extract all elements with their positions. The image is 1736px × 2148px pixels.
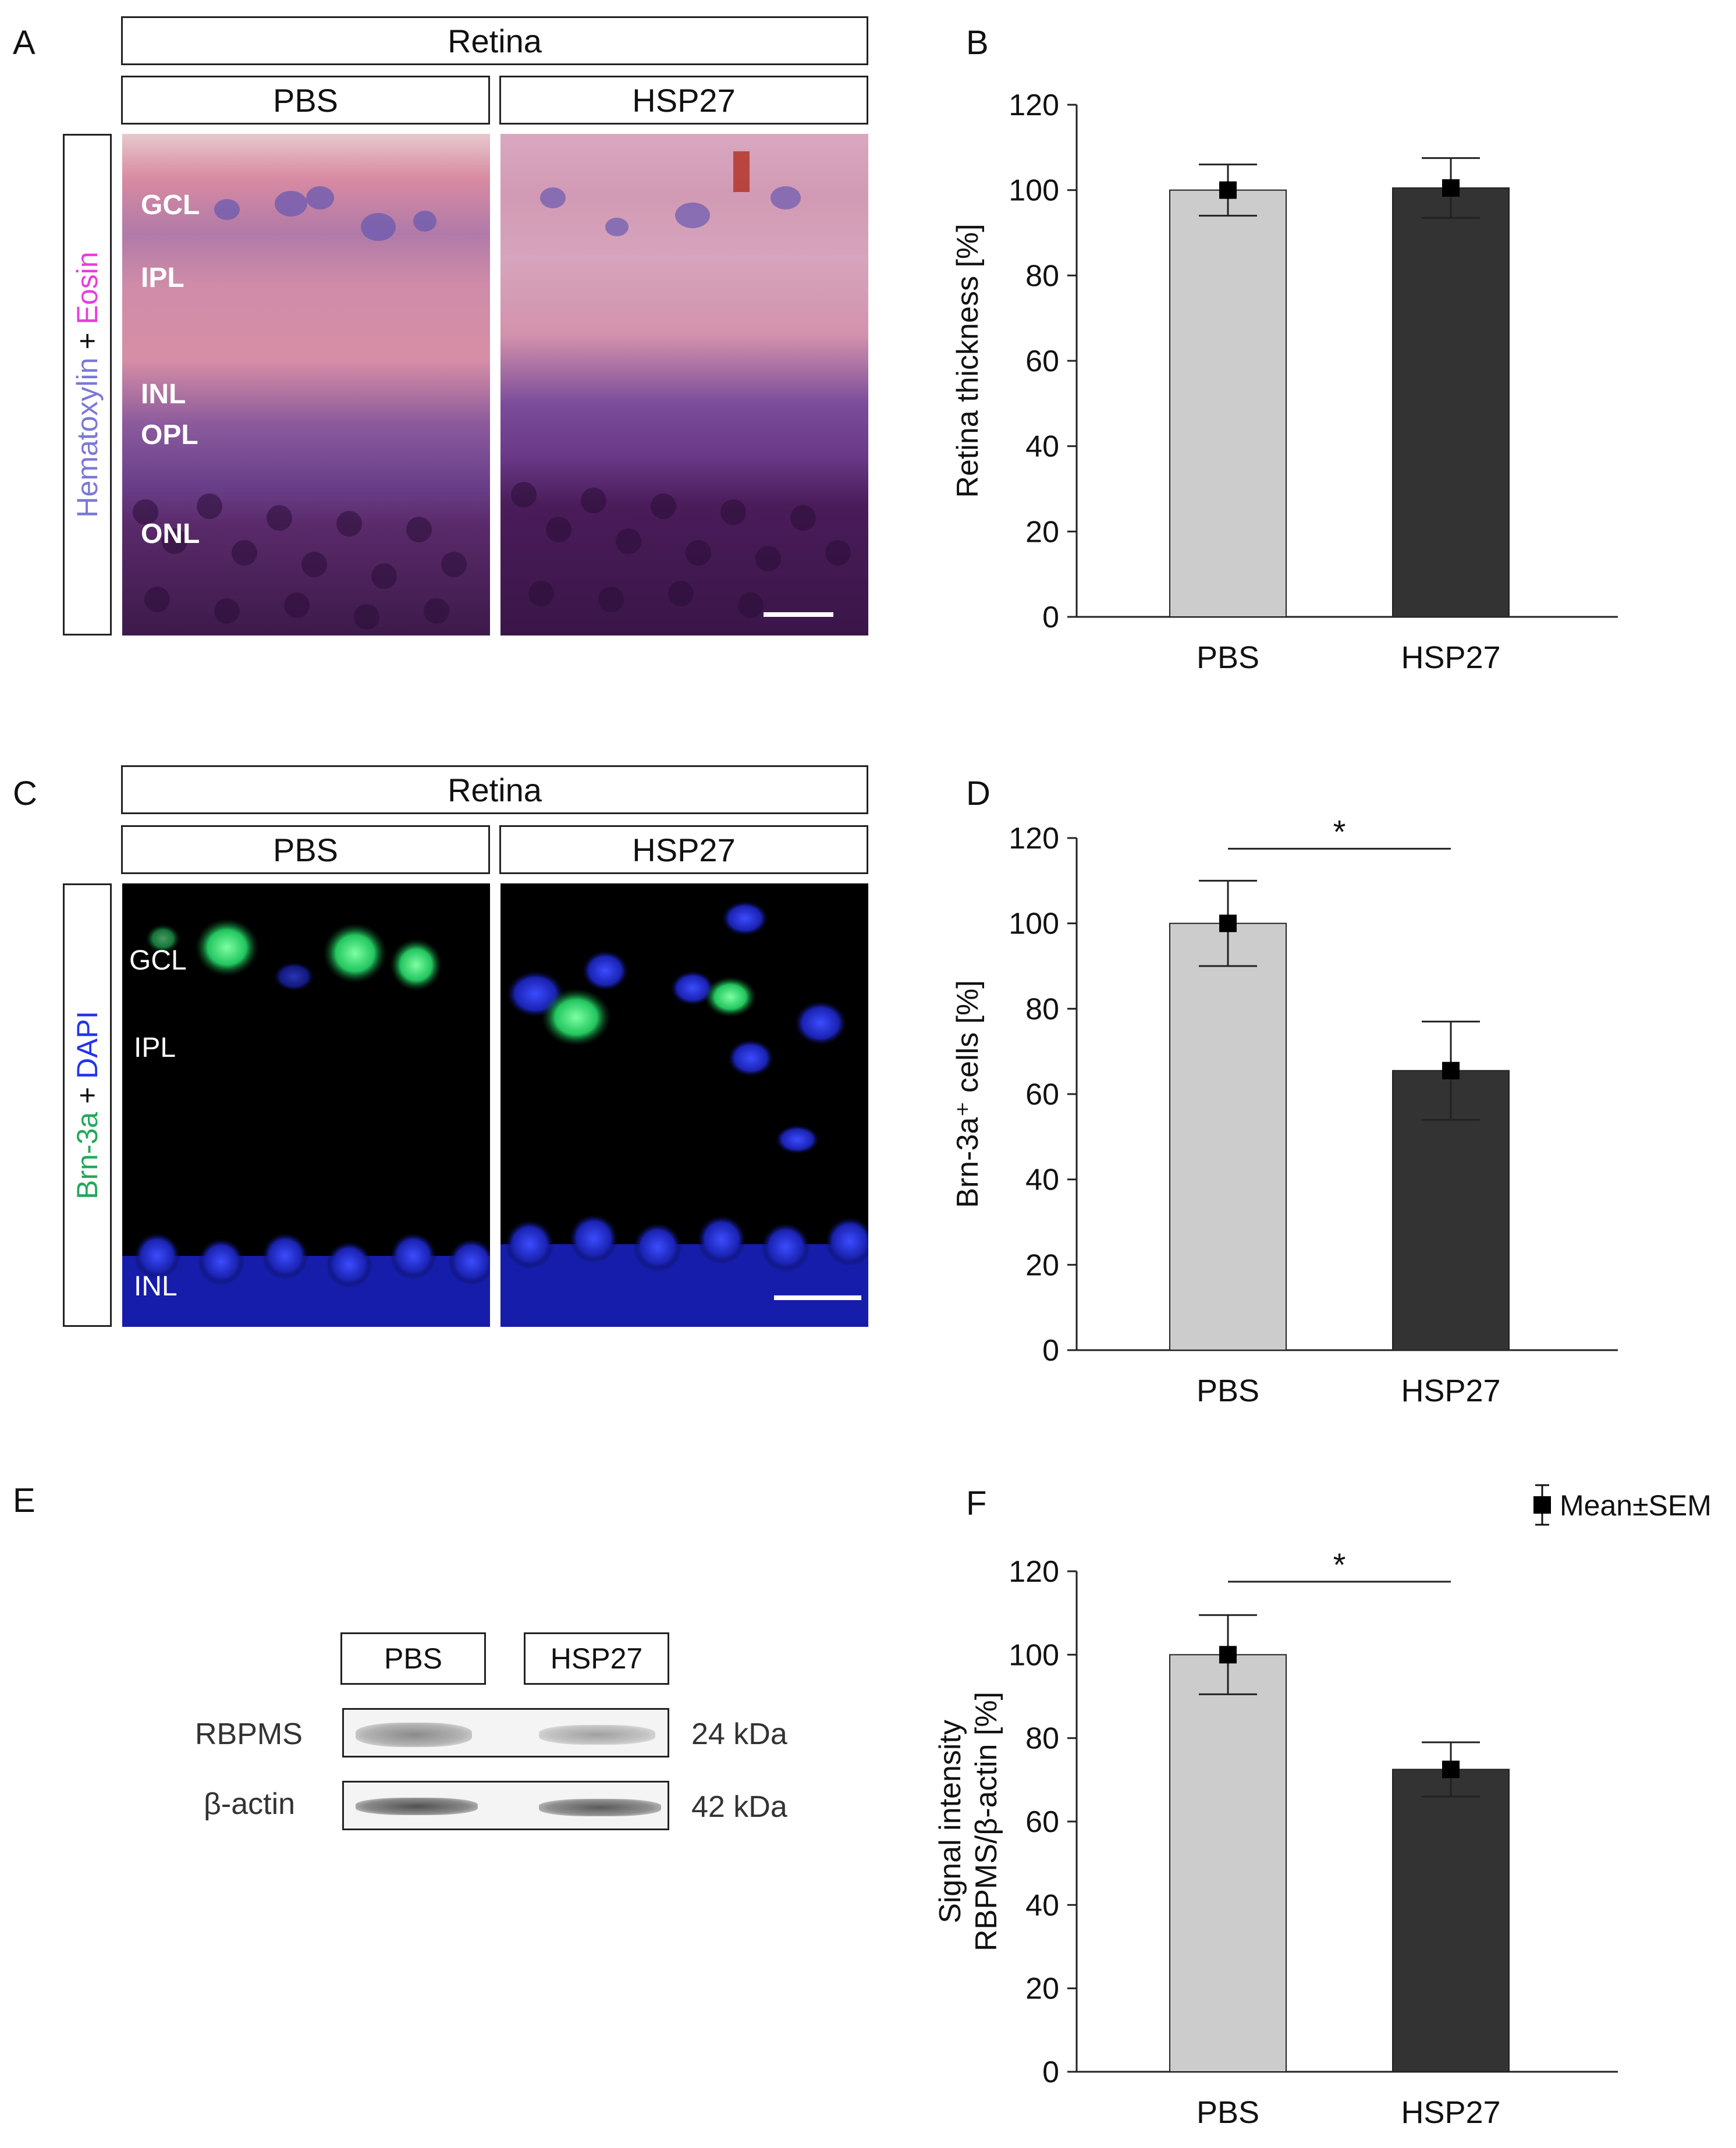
layer-opl-a-label: OPL: [141, 420, 198, 450]
panel-a-header: Retina: [121, 16, 868, 65]
panel-c-group-pbs: PBS: [121, 825, 490, 874]
layer-ipl-a-label: IPL: [141, 262, 184, 293]
blot-label-rbpms: RBPMS: [195, 1717, 303, 1751]
eosin-text: Eosin: [71, 251, 104, 325]
bar-hsp27: [1392, 187, 1510, 617]
bar-pbs: [1169, 189, 1287, 617]
x-tick-label: PBS: [1197, 1373, 1259, 1408]
y-axis-label-line: RBPMS/β-actin [%]: [970, 1692, 1003, 1951]
plus-text: +: [71, 1078, 104, 1112]
significance-marker: *: [1333, 1546, 1346, 1583]
panel-e-letter: E: [13, 1482, 35, 1519]
y-tick-label: 120: [1009, 1555, 1059, 1589]
mean-marker: [1442, 1760, 1460, 1778]
y-tick-label: 100: [1009, 174, 1059, 208]
legend-label: Mean±SEM: [1560, 1489, 1712, 1522]
y-tick-label: 0: [1042, 2055, 1059, 2089]
y-tick-label: 80: [1025, 259, 1059, 293]
x-tick-label: HSP27: [1401, 640, 1500, 675]
y-tick-label: 60: [1025, 345, 1059, 378]
mean-marker: [1442, 179, 1460, 197]
panel-d-letter: D: [966, 775, 991, 812]
he-image-hsp27: [500, 134, 868, 635]
panel-c-stain-label: Brn-3a + DAPI: [63, 883, 112, 1327]
scale-bar-c: [774, 1295, 861, 1300]
blot-header-pbs: PBS: [340, 1632, 486, 1685]
y-tick-label: 120: [1009, 822, 1059, 855]
y-axis-label-line: Signal intensity: [933, 1720, 967, 1923]
mean-marker: [1219, 1646, 1237, 1664]
x-tick-label: HSP27: [1401, 1373, 1500, 1408]
blot-actin: [342, 1781, 669, 1830]
y-tick-label: 60: [1025, 1805, 1059, 1839]
blot-rbpms: [342, 1708, 669, 1758]
x-tick-label: HSP27: [1401, 2095, 1500, 2130]
y-tick-label: 0: [1042, 1334, 1059, 1368]
y-tick-label: 20: [1025, 515, 1059, 549]
legend-marker-icon: [1533, 1484, 1551, 1526]
y-tick-label: 80: [1025, 1722, 1059, 1756]
blot-size-rbpms: 24 kDa: [691, 1717, 787, 1751]
bar-pbs: [1169, 922, 1287, 1351]
bar-hsp27: [1392, 1769, 1510, 2072]
band-rbpms-pbs: [356, 1723, 472, 1747]
y-axis-label: Brn-3a⁺ cells [%]: [951, 980, 985, 1208]
panel-c-group-hsp27: HSP27: [499, 825, 868, 874]
layer-gcl-a-label: GCL: [141, 190, 200, 221]
panel-a-group-hsp27: HSP27: [499, 76, 868, 125]
mean-marker: [1219, 181, 1237, 199]
layer-inl-a-label: INL: [141, 379, 186, 410]
y-tick-label: 40: [1025, 1888, 1059, 1922]
panel-c-header: Retina: [121, 765, 868, 814]
band-rbpms-hsp27: [539, 1725, 655, 1745]
y-tick-label: 20: [1025, 1972, 1059, 2006]
blot-size-actin: 42 kDa: [691, 1790, 787, 1824]
y-tick-label: 100: [1009, 907, 1059, 941]
blot-header-hsp27: HSP27: [524, 1632, 669, 1685]
chart-f: 0 20 40 60 80 100 120 Signal intensity RBPMS/β-a…: [931, 1536, 1630, 2145]
fluor-image-pbs: GCL IPL INL: [122, 883, 490, 1327]
y-axis-label: Retina thickness [%]: [951, 223, 985, 498]
y-tick-label: 100: [1009, 1638, 1059, 1672]
mean-marker: [1219, 914, 1237, 932]
x-tick-label: PBS: [1197, 2095, 1259, 2130]
hematoxylin-text: Hematoxylin: [71, 357, 104, 518]
layer-gcl-c-label: GCL: [129, 945, 187, 976]
plus-text: +: [71, 324, 104, 358]
panel-a-group-pbs: PBS: [121, 76, 490, 125]
significance-marker: *: [1333, 813, 1346, 850]
y-tick-label: 20: [1025, 1248, 1059, 1282]
layer-onl-a-label: ONL: [141, 519, 200, 549]
panel-a-stain-label: Hematoxylin + Eosin: [63, 134, 112, 635]
y-tick-label: 60: [1025, 1078, 1059, 1112]
panel-a-letter: A: [13, 24, 35, 62]
panel-f-letter: F: [966, 1485, 987, 1522]
layer-inl-c-label: INL: [134, 1271, 177, 1302]
fluor-image-hsp27: [500, 883, 868, 1327]
band-actin-pbs: [356, 1798, 478, 1815]
band-actin-hsp27: [539, 1799, 661, 1816]
y-tick-label: 0: [1042, 601, 1059, 634]
scale-bar-a: [764, 612, 833, 617]
legend: Mean±SEM: [1519, 1478, 1728, 1531]
panel-b-letter: B: [966, 24, 989, 62]
layer-ipl-c-label: IPL: [134, 1032, 176, 1063]
y-tick-label: 40: [1025, 1163, 1059, 1197]
dapi-text: DAPI: [71, 1011, 104, 1079]
brn3a-text: Brn-3a: [71, 1112, 104, 1199]
y-tick-label: 120: [1009, 88, 1059, 122]
blot-label-actin: β-actin: [204, 1787, 296, 1821]
chart-d: 0 20 40 60 80 100 120 Brn-3a⁺ cells [%] PBS HSP27…: [931, 803, 1630, 1443]
chart-b: 0 20 40 60 80 100 120 Retina thickness [%] PBS HS…: [931, 70, 1630, 710]
y-tick-label: 80: [1025, 992, 1059, 1026]
y-tick-label: 40: [1025, 430, 1059, 464]
he-image-pbs: GCL IPL INL OPL ONL: [122, 134, 490, 635]
x-tick-label: PBS: [1197, 640, 1259, 675]
bar-pbs: [1169, 1654, 1287, 2073]
mean-marker: [1442, 1061, 1460, 1080]
panel-c-letter: C: [13, 775, 37, 812]
